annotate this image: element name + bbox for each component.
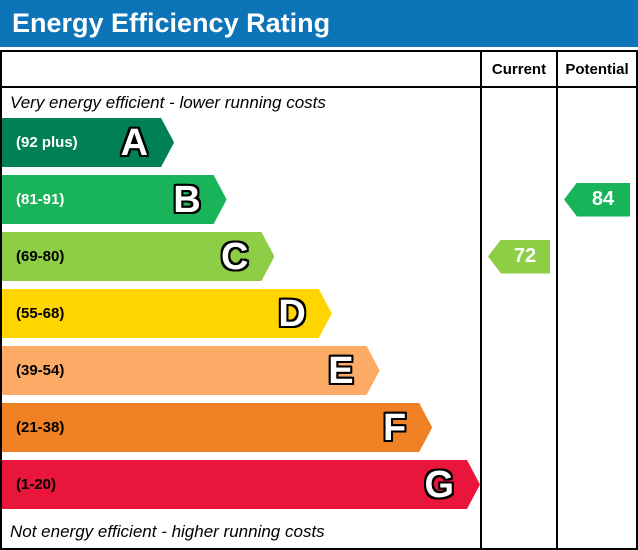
band-letter: A	[120, 121, 149, 164]
band-bar-a: (92 plus) A	[2, 118, 174, 167]
band-row-e: (39-54) E	[2, 346, 480, 403]
band-letter: C	[221, 235, 249, 278]
band-row-a: (92 plus) A	[2, 118, 480, 175]
potential-column-header: Potential	[556, 52, 636, 86]
band-range-label: (92 plus)	[16, 134, 78, 151]
band-row-d: (55-68) D	[2, 289, 480, 346]
bottom-note: Not energy efficient - higher running co…	[10, 522, 325, 541]
band-bar-b: (81-91) B	[2, 175, 227, 224]
band-range-label: (81-91)	[16, 191, 65, 208]
current-column-header: Current	[480, 52, 556, 86]
current-column: 72	[480, 88, 556, 548]
current-rating-value: 72	[513, 245, 537, 267]
chart-title-bar: Energy Efficiency Rating	[0, 0, 638, 47]
header-spacer-cell	[2, 52, 480, 86]
band-bar-d: (55-68) D	[2, 289, 332, 338]
potential-rating-value: 84	[591, 188, 615, 210]
band-bar-g: (1-20) G	[2, 460, 480, 509]
table-body: Very energy efficient - lower running co…	[2, 88, 636, 548]
potential-column: 84	[556, 88, 636, 548]
top-note: Very energy efficient - lower running co…	[10, 93, 326, 112]
band-range-label: (39-54)	[16, 362, 65, 379]
band-chart: Very energy efficient - lower running co…	[2, 88, 480, 548]
band-range-label: (55-68)	[16, 305, 65, 322]
band-row-g: (1-20) G	[2, 460, 480, 517]
rating-table: Current Potential Very energy efficient …	[0, 50, 638, 550]
band-row-b: (81-91) B	[2, 175, 480, 232]
chart-title: Energy Efficiency Rating	[12, 8, 331, 38]
current-rating-pointer: 72	[488, 239, 550, 274]
band-letter: E	[328, 349, 354, 392]
potential-rating-pointer: 84	[564, 182, 630, 217]
band-row-f: (21-38) F	[2, 403, 480, 460]
band-row-c: (69-80) C	[2, 232, 480, 289]
table-header-row: Current Potential	[2, 52, 636, 88]
band-letter: D	[278, 292, 306, 335]
band-letter: G	[424, 463, 454, 506]
band-bar-e: (39-54) E	[2, 346, 380, 395]
band-letter: B	[173, 178, 201, 221]
band-range-label: (1-20)	[16, 476, 57, 493]
band-range-label: (21-38)	[16, 419, 65, 436]
band-bar-c: (69-80) C	[2, 232, 274, 281]
band-bar-f: (21-38) F	[2, 403, 432, 452]
band-letter: F	[382, 406, 407, 449]
band-range-label: (69-80)	[16, 248, 65, 265]
